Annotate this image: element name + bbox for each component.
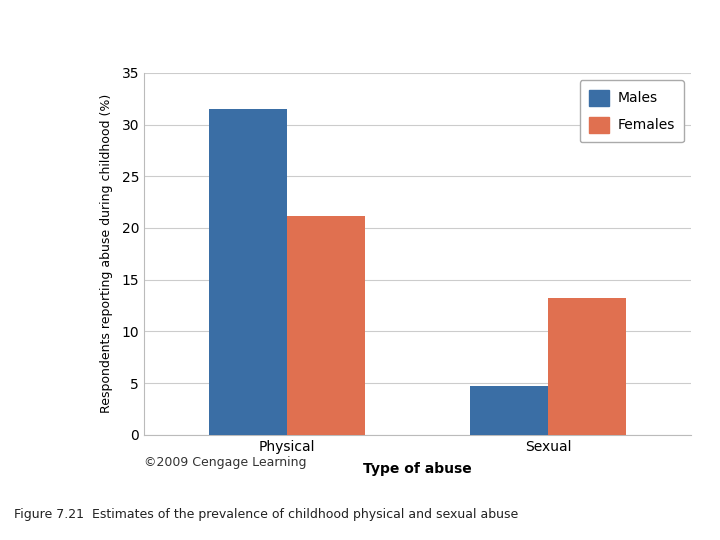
Bar [209,109,287,435]
Legend: Males, Females: Males, Females [580,80,684,143]
X-axis label: Type of abuse: Type of abuse [363,462,472,476]
Text: Figure 7.21  Estimates of the prevalence of childhood physical and sexual abuse: Figure 7.21 Estimates of the prevalence … [14,508,518,521]
Text: ©2009 Cengage Learning: ©2009 Cengage Learning [144,456,307,469]
Bar [469,386,548,435]
Bar [287,215,366,435]
Y-axis label: Respondents reporting abuse during childhood (%): Respondents reporting abuse during child… [100,94,113,414]
Bar [548,298,626,435]
